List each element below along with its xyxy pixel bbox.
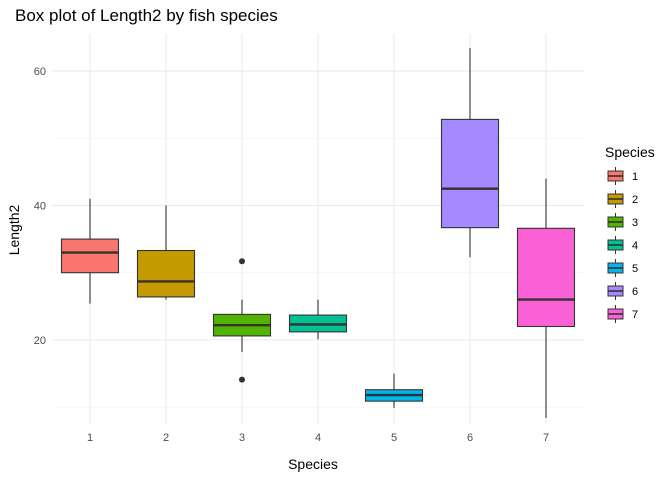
box-species-7 bbox=[516, 178, 576, 418]
box-iqr bbox=[516, 227, 576, 328]
legend-label: 2 bbox=[632, 194, 638, 206]
boxes bbox=[60, 48, 576, 418]
legend-label: 3 bbox=[632, 217, 638, 229]
legend-item-1: 1 bbox=[607, 167, 638, 185]
y-tick-label: 40 bbox=[34, 200, 46, 212]
x-axis-title: Species bbox=[288, 456, 338, 472]
x-tick-label: 4 bbox=[315, 432, 321, 444]
x-tick-label: 1 bbox=[87, 432, 93, 444]
legend-label: 5 bbox=[632, 263, 638, 275]
x-tick-label: 5 bbox=[391, 432, 397, 444]
legend-item-4: 4 bbox=[607, 236, 638, 254]
box-iqr bbox=[440, 118, 500, 229]
y-axis-ticks: 20 40 60 bbox=[34, 66, 46, 347]
box-species-1 bbox=[60, 198, 120, 304]
outlier-point bbox=[239, 376, 245, 383]
chart-title: Box plot of Length2 by fish species bbox=[15, 6, 278, 25]
legend-label: 1 bbox=[632, 171, 638, 183]
legend-item-2: 2 bbox=[607, 190, 638, 208]
x-tick-label: 3 bbox=[239, 432, 245, 444]
box-species-2 bbox=[136, 205, 196, 300]
legend-label: 6 bbox=[632, 286, 638, 298]
box-iqr bbox=[60, 238, 120, 274]
legend-item-6: 6 bbox=[607, 282, 638, 300]
legend-label: 7 bbox=[632, 309, 638, 321]
x-tick-label: 6 bbox=[467, 432, 473, 444]
box-species-6 bbox=[440, 48, 500, 258]
x-tick-label: 7 bbox=[543, 432, 549, 444]
box-species-4 bbox=[288, 299, 348, 340]
y-tick-label: 20 bbox=[34, 335, 46, 347]
legend-item-3: 3 bbox=[607, 213, 638, 231]
y-tick-label: 60 bbox=[34, 66, 46, 78]
legend: Species 1 2 3 4 5 6 7 bbox=[605, 144, 655, 323]
x-tick-label: 2 bbox=[163, 432, 169, 444]
outlier-point bbox=[239, 258, 245, 265]
y-axis-title: Length2 bbox=[6, 204, 22, 255]
legend-label: 4 bbox=[632, 240, 638, 252]
grid bbox=[52, 34, 584, 424]
box-iqr bbox=[136, 249, 196, 298]
box-species-5 bbox=[364, 373, 424, 408]
box-species-3 bbox=[212, 258, 272, 383]
legend-item-5: 5 bbox=[607, 259, 638, 277]
legend-item-7: 7 bbox=[607, 305, 638, 323]
x-axis-ticks: 1 2 3 4 5 6 7 bbox=[87, 432, 549, 444]
legend-title: Species bbox=[605, 144, 655, 160]
